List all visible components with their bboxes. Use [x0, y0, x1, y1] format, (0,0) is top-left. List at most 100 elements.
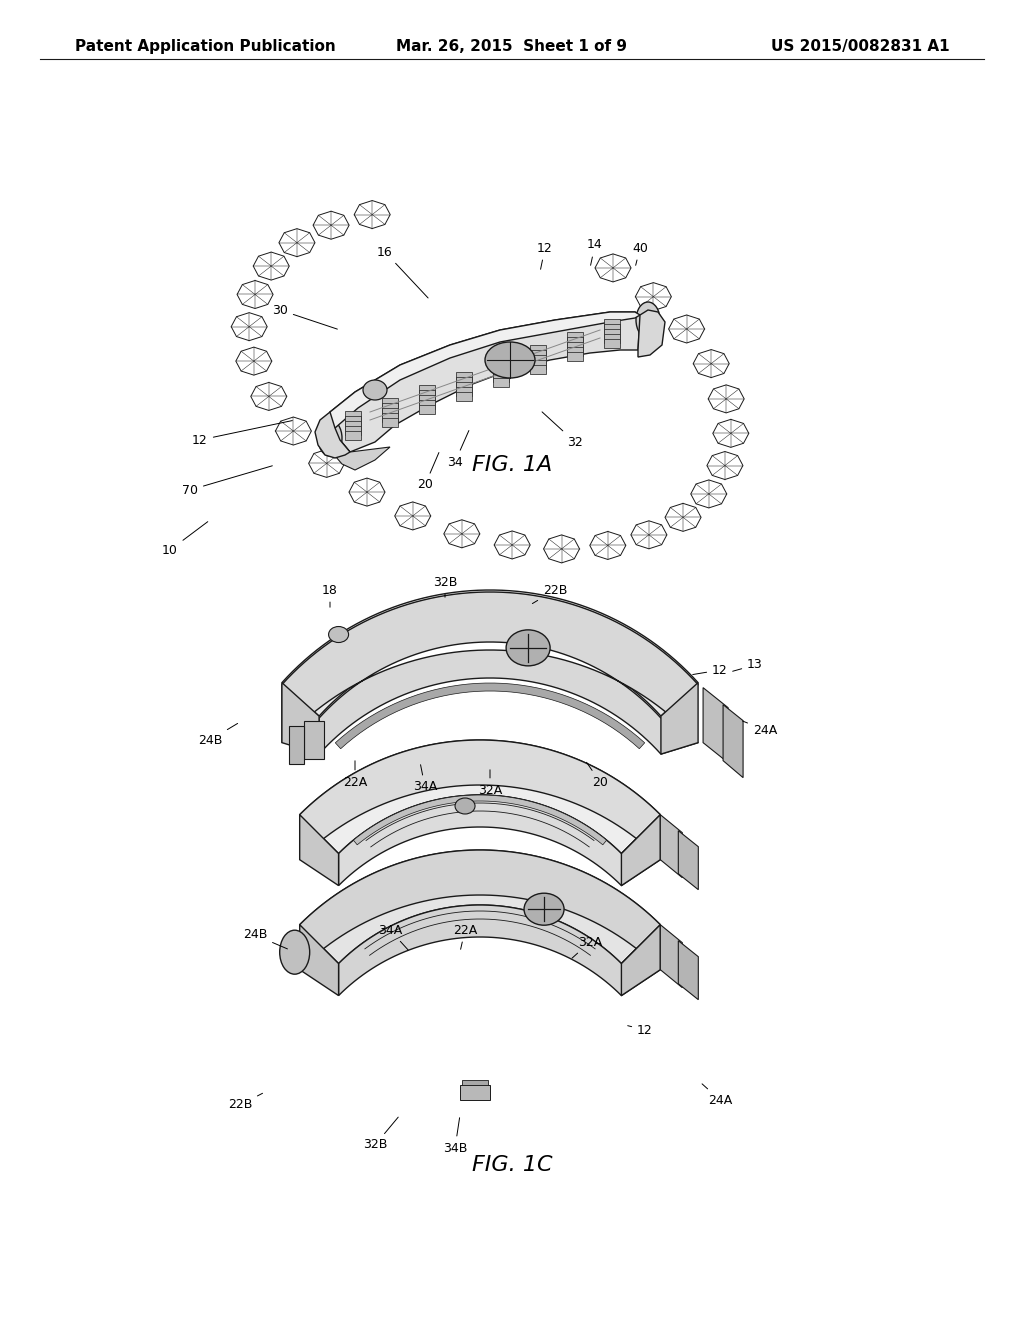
- Text: 34A: 34A: [378, 924, 409, 950]
- Polygon shape: [275, 417, 311, 445]
- Polygon shape: [678, 941, 698, 999]
- Polygon shape: [382, 403, 398, 412]
- Text: Mar. 26, 2015  Sheet 1 of 9: Mar. 26, 2015 Sheet 1 of 9: [396, 40, 628, 54]
- Ellipse shape: [485, 342, 535, 378]
- Polygon shape: [493, 363, 509, 372]
- Text: 24A: 24A: [702, 1084, 732, 1106]
- Polygon shape: [603, 329, 620, 338]
- Polygon shape: [635, 282, 672, 310]
- Text: 34B: 34B: [442, 1118, 467, 1155]
- Text: FIG. 1B: FIG. 1B: [472, 810, 552, 830]
- Polygon shape: [566, 352, 583, 362]
- Polygon shape: [622, 814, 660, 886]
- Polygon shape: [622, 925, 660, 995]
- Polygon shape: [603, 334, 620, 343]
- Text: Patent Application Publication: Patent Application Publication: [75, 40, 336, 54]
- Ellipse shape: [329, 627, 348, 643]
- Polygon shape: [703, 688, 728, 763]
- Polygon shape: [603, 339, 620, 348]
- Text: 22B: 22B: [532, 583, 567, 603]
- Text: 13: 13: [733, 659, 763, 672]
- Polygon shape: [304, 721, 324, 759]
- Polygon shape: [462, 1080, 488, 1085]
- Text: 22B: 22B: [227, 1093, 262, 1111]
- Text: 24B: 24B: [243, 928, 288, 949]
- Polygon shape: [660, 682, 698, 754]
- Polygon shape: [595, 253, 631, 282]
- Polygon shape: [456, 376, 472, 385]
- Polygon shape: [419, 384, 435, 393]
- Text: 22A: 22A: [343, 760, 368, 788]
- Text: 20: 20: [587, 762, 608, 788]
- Polygon shape: [566, 347, 583, 356]
- Polygon shape: [709, 385, 744, 413]
- Polygon shape: [566, 337, 583, 346]
- Polygon shape: [236, 347, 271, 375]
- Polygon shape: [529, 366, 546, 375]
- Text: 18: 18: [323, 583, 338, 607]
- Polygon shape: [566, 333, 583, 341]
- Text: 24A: 24A: [742, 721, 777, 737]
- Polygon shape: [300, 850, 660, 995]
- Polygon shape: [382, 413, 398, 422]
- Ellipse shape: [455, 799, 475, 814]
- Polygon shape: [529, 346, 546, 354]
- Polygon shape: [631, 521, 667, 549]
- Polygon shape: [300, 814, 339, 886]
- Polygon shape: [308, 449, 345, 478]
- Text: 12: 12: [693, 664, 728, 676]
- Text: 32: 32: [542, 412, 583, 449]
- Polygon shape: [590, 532, 626, 560]
- Text: 22A: 22A: [453, 924, 477, 949]
- Polygon shape: [723, 705, 743, 777]
- Text: 32B: 32B: [362, 1117, 398, 1151]
- Text: 70: 70: [182, 466, 272, 496]
- Polygon shape: [529, 360, 546, 370]
- Text: 12: 12: [628, 1023, 653, 1036]
- Polygon shape: [456, 381, 472, 391]
- Polygon shape: [382, 418, 398, 426]
- Polygon shape: [349, 478, 385, 506]
- Text: 40: 40: [632, 242, 648, 265]
- Polygon shape: [603, 319, 620, 329]
- Polygon shape: [300, 741, 660, 854]
- Polygon shape: [691, 480, 727, 508]
- Polygon shape: [382, 397, 398, 407]
- Polygon shape: [419, 395, 435, 404]
- Polygon shape: [335, 682, 645, 748]
- Polygon shape: [566, 342, 583, 351]
- Polygon shape: [529, 350, 546, 359]
- Polygon shape: [289, 726, 304, 764]
- Text: 24B: 24B: [198, 723, 238, 747]
- Polygon shape: [495, 531, 530, 558]
- Ellipse shape: [280, 931, 309, 974]
- Polygon shape: [315, 412, 350, 458]
- Polygon shape: [456, 392, 472, 400]
- Polygon shape: [253, 252, 289, 280]
- Polygon shape: [713, 420, 749, 447]
- Text: 10: 10: [162, 521, 208, 557]
- Polygon shape: [493, 368, 509, 378]
- Polygon shape: [300, 925, 339, 995]
- Ellipse shape: [362, 380, 387, 400]
- Polygon shape: [678, 830, 698, 890]
- Text: US 2015/0082831 A1: US 2015/0082831 A1: [771, 40, 950, 54]
- Text: 32B: 32B: [433, 576, 457, 597]
- Polygon shape: [529, 355, 546, 364]
- Text: 34A: 34A: [413, 764, 437, 793]
- Text: 16: 16: [377, 246, 428, 298]
- Polygon shape: [638, 310, 665, 356]
- Polygon shape: [282, 590, 698, 715]
- Text: 20: 20: [417, 453, 439, 491]
- Polygon shape: [660, 814, 682, 878]
- Polygon shape: [345, 421, 361, 430]
- Polygon shape: [231, 313, 267, 341]
- Polygon shape: [279, 228, 315, 256]
- Polygon shape: [419, 400, 435, 409]
- Polygon shape: [238, 280, 273, 309]
- Ellipse shape: [636, 302, 660, 338]
- Polygon shape: [382, 408, 398, 417]
- Polygon shape: [544, 535, 580, 562]
- Polygon shape: [669, 315, 705, 343]
- Polygon shape: [330, 428, 390, 470]
